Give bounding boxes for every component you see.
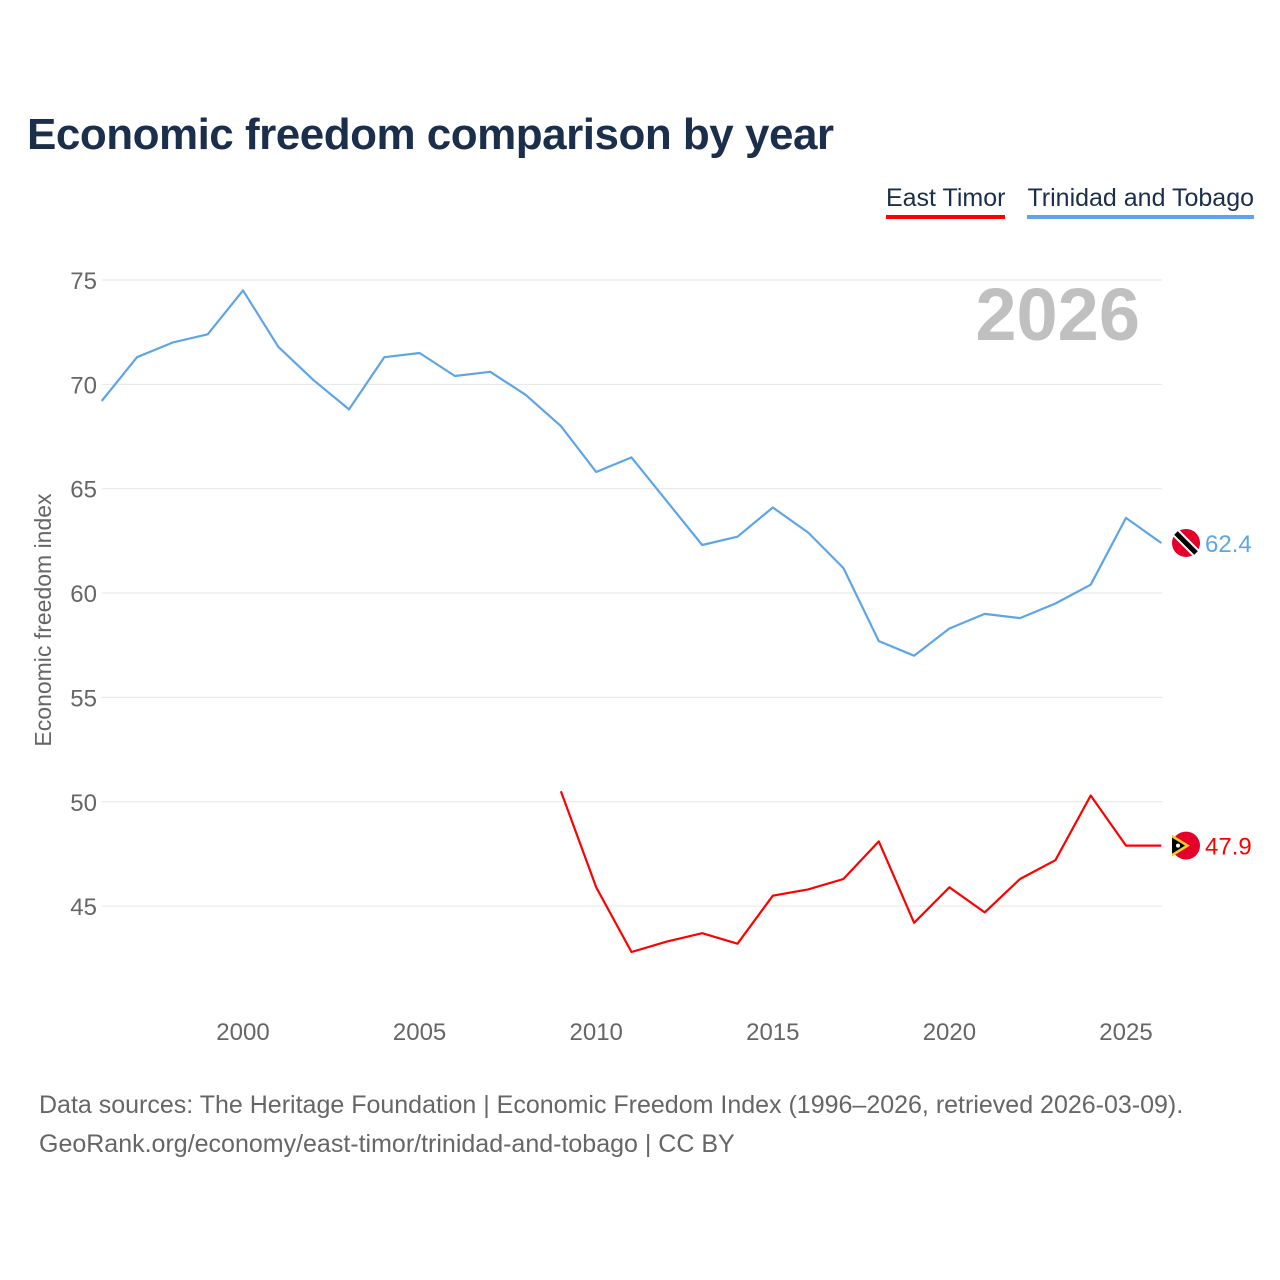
y-tick-label: 45 (70, 894, 97, 921)
y-tick-label: 65 (70, 477, 97, 504)
x-tick-label: 2020 (923, 1019, 976, 1046)
year-watermark: 2026 (975, 273, 1140, 356)
source-url: GeoRank.org/economy/east-timor/trinidad-… (39, 1130, 735, 1158)
legend-east-timor[interactable]: East Timor (885, 184, 1006, 219)
flag-star (1176, 843, 1180, 848)
end-value-label: 47.9 (1205, 834, 1252, 861)
x-tick-label: 2025 (1099, 1019, 1152, 1046)
y-tick-label: 75 (70, 268, 97, 295)
series-line-0 (559, 790, 1162, 954)
y-tick-label: 70 (70, 372, 97, 399)
x-tick-label: 2015 (746, 1019, 799, 1046)
x-tick-label: 2000 (216, 1019, 269, 1046)
y-tick-label: 55 (70, 685, 97, 712)
flag-stripe (1174, 531, 1198, 555)
series-line-1 (100, 289, 1162, 657)
end-value-label: 62.4 (1205, 531, 1252, 558)
x-tick-label: 2005 (393, 1019, 446, 1046)
footer: Data sources: The Heritage Foundation | … (39, 1086, 1183, 1164)
legend-trinidad[interactable]: Trinidad and Tobago (1027, 184, 1254, 219)
data-source: Data sources: The Heritage Foundation | … (39, 1091, 1184, 1119)
chart-title: Economic freedom comparison by year (27, 110, 834, 159)
y-tick-label: 60 (70, 581, 97, 608)
x-tick-label: 2010 (570, 1019, 623, 1046)
y-tick-label: 50 (70, 790, 97, 817)
legend: East Timor Trinidad and Tobago (885, 184, 1254, 219)
y-axis-label: Economic freedom index (30, 493, 56, 747)
